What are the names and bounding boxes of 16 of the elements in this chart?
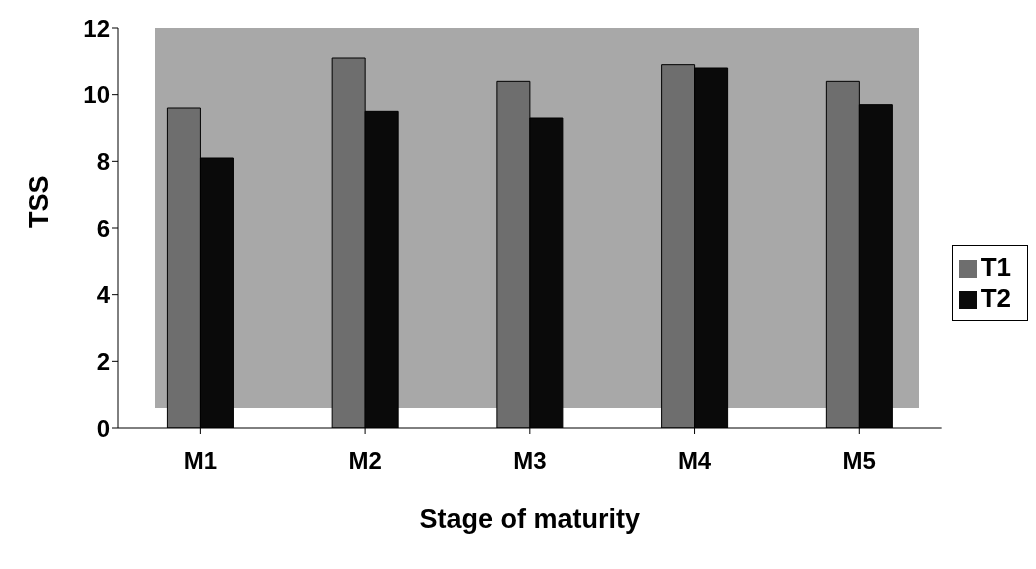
y-tick-label: 10: [83, 81, 110, 109]
x-tick-label: M2: [348, 447, 382, 475]
x-tick-label: M5: [842, 447, 876, 475]
x-tick-label: M3: [513, 447, 547, 475]
y-tick-label: 0: [96, 414, 110, 442]
x-tick-label: M4: [677, 447, 712, 475]
y-tick-label: 6: [96, 214, 110, 242]
x-axis-title: Stage of maturity: [419, 504, 641, 534]
y-tick-label: 12: [83, 14, 110, 42]
legend-label: T1: [980, 252, 1011, 282]
x-tick-label: M1: [183, 447, 218, 475]
y-tick-label: 8: [96, 147, 110, 175]
y-tick-label: 4: [96, 281, 111, 309]
y-axis-title: TSS: [23, 175, 54, 228]
legend-label: T2: [980, 283, 1011, 313]
y-tick-label: 2: [96, 347, 110, 375]
